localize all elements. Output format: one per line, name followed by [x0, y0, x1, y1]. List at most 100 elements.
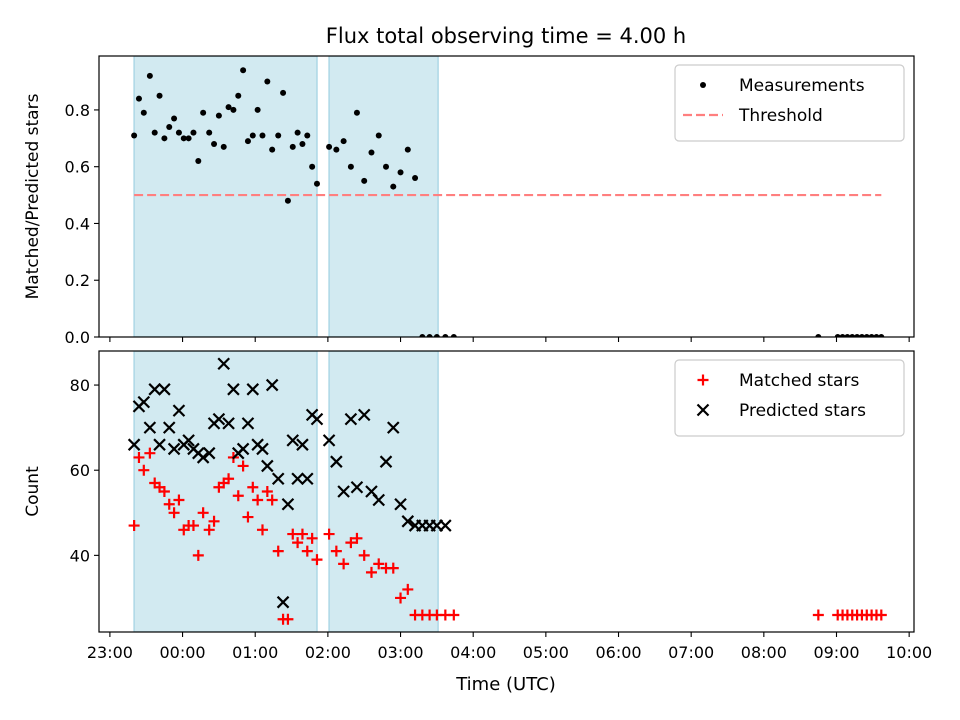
- measurement-point: [294, 129, 301, 136]
- x-tick-label: 06:00: [595, 643, 641, 662]
- measurement-point: [878, 334, 885, 337]
- measurement-point: [225, 104, 232, 111]
- measurement-point: [442, 334, 449, 337]
- predicted-stars-point: [344, 412, 358, 426]
- predicted-stars-point: [271, 472, 285, 486]
- predicted-stars-point: [350, 480, 364, 494]
- x-tick-label: 02:00: [305, 643, 351, 662]
- matched-stars-point: [197, 507, 209, 519]
- predicted-stars-point: [158, 383, 171, 396]
- y-tick-label: 0.2: [65, 271, 90, 290]
- legend: Matched stars Predicted stars: [674, 359, 905, 437]
- measurement-point: [284, 197, 291, 204]
- measurement-point: [397, 169, 404, 176]
- matched-stars-point: [345, 537, 357, 549]
- predicted-stars-point: [439, 519, 452, 532]
- matched-stars-point: [301, 545, 313, 557]
- matched-stars-point: [187, 520, 199, 532]
- measurement-point: [844, 334, 851, 337]
- measurement-point: [190, 129, 197, 136]
- measurement-point: [230, 106, 237, 113]
- y-tick-label: 40: [70, 546, 90, 565]
- plot-area: [127, 351, 887, 632]
- matched-stars-point: [402, 583, 414, 595]
- predicted-stars-point: [172, 404, 186, 417]
- measurement-point: [839, 334, 846, 337]
- matched-stars-point: [168, 507, 180, 519]
- predicted-stars-point: [241, 417, 255, 430]
- matched-stars-point: [287, 528, 299, 540]
- axes-frame: [98, 350, 915, 633]
- bottom-panel-counts: 40 60 80 23:00 00:00 01:00 02:00 03:00 04:00 05:0…: [23, 350, 932, 662]
- predicted-stars-point: [256, 442, 269, 456]
- x-tick-label: 23:00: [87, 643, 133, 662]
- legend-box: [674, 64, 905, 142]
- matched-stars-point: [292, 537, 304, 549]
- predicted-stars-point: [379, 455, 393, 468]
- matched-stars-point: [351, 532, 363, 544]
- matched-stars-point: [365, 566, 377, 578]
- predicted-stars-point: [386, 421, 400, 434]
- x-tick-label: 07:00: [668, 643, 714, 662]
- y-tick-label: 80: [70, 376, 90, 395]
- y-axis-label: Count: [23, 466, 43, 517]
- predicted-stars-point: [196, 451, 210, 464]
- predicted-stars-point: [202, 446, 216, 460]
- matched-stars-point: [252, 494, 264, 506]
- predicted-stars-point: [301, 472, 314, 486]
- predicted-stars-point: [167, 442, 181, 456]
- x-tick-label: 05:00: [523, 643, 569, 662]
- measurement-point: [151, 129, 158, 136]
- axes-frame: [98, 55, 915, 338]
- measurement-point: [299, 140, 306, 147]
- plot-area: [131, 56, 885, 337]
- y-tick-label: 0.0: [65, 328, 90, 347]
- x-tick-label: 00:00: [160, 643, 206, 662]
- predicted-stars-point: [182, 434, 195, 447]
- measurement-point: [140, 109, 147, 116]
- measurement-point: [849, 334, 856, 337]
- measurement-point: [200, 109, 207, 116]
- measurement-point: [340, 138, 347, 145]
- measurement-point: [171, 115, 178, 122]
- measurement-point: [264, 78, 271, 85]
- legend-predicted-swatch: [696, 403, 710, 417]
- measurement-point: [131, 132, 138, 139]
- measurement-point: [269, 146, 276, 153]
- predicted-stars-point: [322, 434, 336, 447]
- matched-stars-point: [237, 460, 249, 472]
- predicted-stars-point: [236, 442, 250, 456]
- measurement-point: [390, 183, 397, 190]
- measurement-point: [180, 135, 187, 142]
- measurement-point: [280, 89, 287, 96]
- predicted-stars-point: [137, 395, 151, 409]
- matched-stars-point: [358, 549, 370, 561]
- measurement-point: [206, 129, 213, 136]
- matched-stars-point: [144, 447, 156, 459]
- predicted-stars-point: [143, 421, 157, 434]
- matched-stars-point: [208, 515, 220, 527]
- observing-window-2: [328, 56, 439, 337]
- top-panel-ratio: 0.0 0.2 0.4 0.6 0.8 Matched/Predicted stars Me…: [23, 55, 915, 347]
- predicted-stars-point: [222, 417, 235, 430]
- measurement-point: [135, 95, 142, 102]
- predicted-stars-point: [261, 459, 274, 473]
- matched-stars-point: [875, 609, 887, 621]
- measurement-point: [834, 334, 841, 337]
- measurement-point: [854, 334, 861, 337]
- measurement-point: [259, 132, 266, 139]
- x-tick-label: 01:00: [232, 643, 278, 662]
- measurement-point: [235, 92, 242, 99]
- measurement-point: [175, 129, 182, 136]
- measurement-point: [240, 67, 247, 74]
- measurement-point: [361, 177, 368, 184]
- legend-label: Threshold: [738, 106, 823, 126]
- matched-stars-point: [173, 494, 185, 506]
- measurement-point: [254, 106, 261, 113]
- measurement-point: [195, 158, 202, 165]
- measurement-point: [412, 175, 419, 182]
- x-tick-label: 08:00: [741, 643, 787, 662]
- measurement-point: [156, 92, 163, 99]
- matched-stars-point: [296, 528, 308, 540]
- matched-stars-point: [448, 609, 460, 621]
